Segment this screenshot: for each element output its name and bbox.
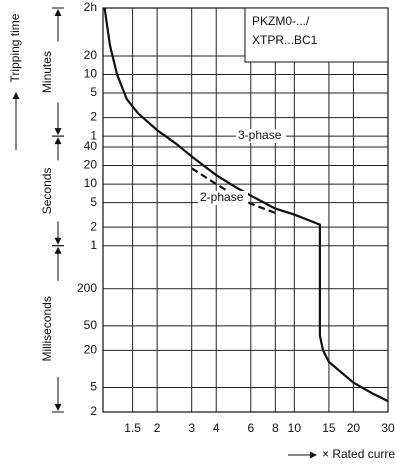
series-label-bg bbox=[236, 129, 286, 143]
y-tick-label: 1 bbox=[90, 128, 97, 142]
x-tick-label: 20 bbox=[347, 421, 361, 435]
y-tick-label: 5 bbox=[90, 380, 97, 394]
x-tick-label: 4 bbox=[213, 421, 220, 435]
series-label-bg bbox=[198, 191, 248, 205]
x-axis-label: × Rated current bbox=[322, 447, 395, 461]
plot-frame bbox=[102, 7, 389, 413]
annotation-text: PKZM0-.../ bbox=[252, 14, 310, 28]
y-tick-label: 1 bbox=[90, 238, 97, 252]
range-label: Minutes bbox=[40, 51, 54, 93]
annotation-text: XTPR...BC1 bbox=[252, 33, 318, 47]
y-tick-label: 2 bbox=[90, 110, 97, 124]
y-axis-label: Tripping time bbox=[8, 13, 22, 82]
y-tick-label: 2 bbox=[90, 219, 97, 233]
y-tick-label: 5 bbox=[90, 195, 97, 209]
x-tick-label: 1.5 bbox=[124, 421, 141, 435]
arrow-head bbox=[54, 246, 62, 254]
arrow-head bbox=[12, 92, 20, 99]
y-tick-label: 20 bbox=[84, 158, 98, 172]
arrow-head bbox=[54, 9, 62, 16]
arrow-head bbox=[310, 451, 317, 459]
y-tick-label: 200 bbox=[77, 281, 97, 295]
y-tick-label: 10 bbox=[84, 67, 98, 81]
x-tick-label: 30 bbox=[381, 421, 395, 435]
y-tick-label: 10 bbox=[84, 176, 98, 190]
x-tick-label: 15 bbox=[322, 421, 336, 435]
y-tick-label: 2 bbox=[90, 404, 97, 418]
range-label: Milliseconds bbox=[40, 296, 54, 361]
arrow-head bbox=[54, 137, 62, 145]
x-tick-label: 3 bbox=[188, 421, 195, 435]
annotation-box bbox=[244, 7, 389, 63]
x-tick-label: 2 bbox=[154, 421, 161, 435]
x-tick-label: 8 bbox=[272, 421, 279, 435]
x-tick-label: 10 bbox=[288, 421, 302, 435]
y-tick-label: 40 bbox=[84, 139, 98, 153]
y-tick-label: 20 bbox=[84, 48, 98, 62]
arrow-head bbox=[54, 404, 62, 411]
range-label: Seconds bbox=[40, 168, 54, 215]
arrow-head bbox=[54, 237, 62, 245]
series-line bbox=[191, 167, 276, 214]
y-tick-label: 2h bbox=[84, 0, 97, 14]
series-label: 3-phase bbox=[238, 128, 282, 142]
y-tick-label: 5 bbox=[90, 85, 97, 99]
arrow-head bbox=[54, 128, 62, 136]
y-tick-label: 20 bbox=[84, 343, 98, 357]
x-tick-label: 6 bbox=[247, 421, 254, 435]
series-label: 2-phase bbox=[200, 190, 244, 204]
y-tick-label: 50 bbox=[84, 318, 98, 332]
